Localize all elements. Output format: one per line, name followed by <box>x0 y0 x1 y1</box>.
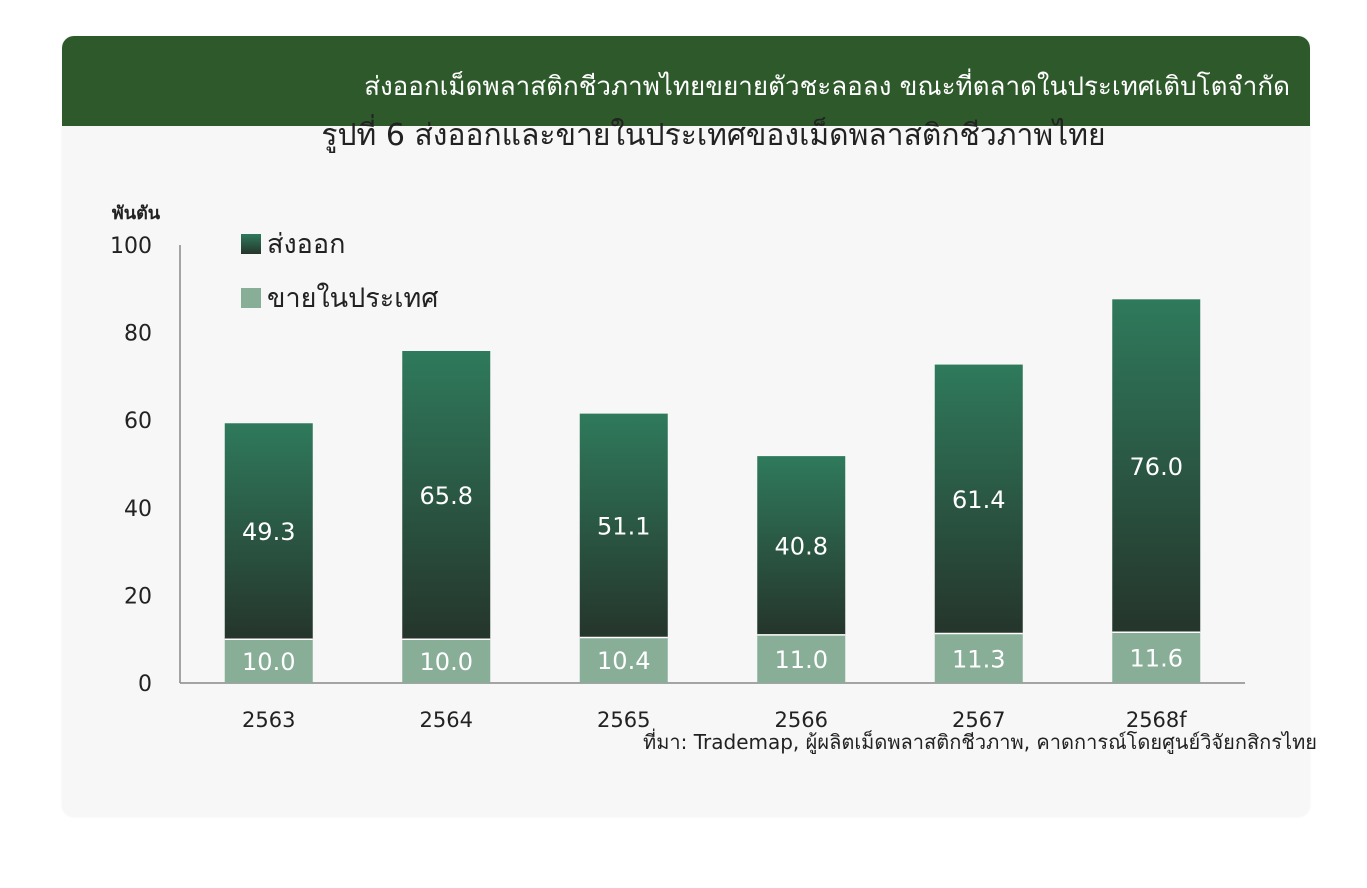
bar-export <box>934 364 1023 634</box>
bar-export <box>757 456 846 635</box>
data-label-export: 61.4 <box>952 486 1005 514</box>
data-label-export: 40.8 <box>775 532 828 560</box>
y-tick-label: 100 <box>110 234 152 259</box>
legend-swatch <box>241 288 261 308</box>
x-tick-label: 2563 <box>242 708 295 732</box>
data-label-export: 65.8 <box>420 482 473 510</box>
bars: 10.0 49.3 10.0 65.8 10.4 51.1 11.0 40.8 11.3 61.4… <box>224 299 1201 683</box>
data-label-domestic: 10.0 <box>420 648 473 676</box>
x-tick-label: 2568f <box>1126 708 1187 732</box>
y-tick-label: 20 <box>124 584 152 609</box>
legend-label: ขายในประเทศ <box>267 282 438 314</box>
y-tick-label: 60 <box>124 409 152 434</box>
x-tick-label: 2566 <box>775 708 828 732</box>
bar-domestic <box>1112 632 1201 683</box>
headline-banner: ส่งออกเม็ดพลาสติกชีวภาพไทยขยายตัวชะลอลง … <box>62 36 1310 126</box>
data-label-domestic: 11.0 <box>775 646 828 674</box>
bar-domestic <box>934 633 1023 683</box>
x-tick-labels: 2563 2564 2565 2566 2567 2568f <box>242 708 1187 732</box>
bar-export <box>402 350 491 640</box>
bar-domestic <box>579 637 668 683</box>
bar-domestic <box>402 639 491 683</box>
x-tick-label: 2565 <box>597 708 650 732</box>
x-tick-label: 2564 <box>420 708 473 732</box>
y-tick-labels: 0 20 40 60 80 100 <box>110 234 152 697</box>
data-label-domestic: 11.6 <box>1130 645 1183 673</box>
bar-export <box>579 413 668 638</box>
data-label-export: 51.1 <box>597 513 650 541</box>
headline-text: ส่งออกเม็ดพลาสติกชีวภาพไทยขยายตัวชะลอลง … <box>364 72 1290 102</box>
data-label-export: 76.0 <box>1130 453 1183 481</box>
bar-domestic <box>224 639 313 683</box>
y-tick-label: 40 <box>124 497 152 522</box>
data-label-domestic: 11.3 <box>952 645 1005 673</box>
y-tick-label: 80 <box>124 322 152 347</box>
bar-export <box>1112 299 1201 633</box>
source-note: ที่มา: Trademap, ผู้ผลิตเม็ดพลาสติกชีวภา… <box>643 730 1317 754</box>
legend-swatch <box>241 234 261 254</box>
legend-label: ส่งออก <box>267 229 345 260</box>
data-label-domestic: 10.0 <box>242 648 295 676</box>
y-tick-label: 0 <box>138 672 152 697</box>
bar-domestic <box>757 634 846 683</box>
data-label-domestic: 10.4 <box>597 647 650 675</box>
x-tick-label: 2567 <box>952 708 1005 732</box>
data-label-export: 49.3 <box>242 518 295 546</box>
bar-export <box>224 423 313 640</box>
y-axis-unit-label: พันตัน <box>112 203 161 224</box>
figure-title: รูปที่ 6 ส่งออกและขายในประเทศของเม็ดพลาส… <box>321 118 1106 153</box>
